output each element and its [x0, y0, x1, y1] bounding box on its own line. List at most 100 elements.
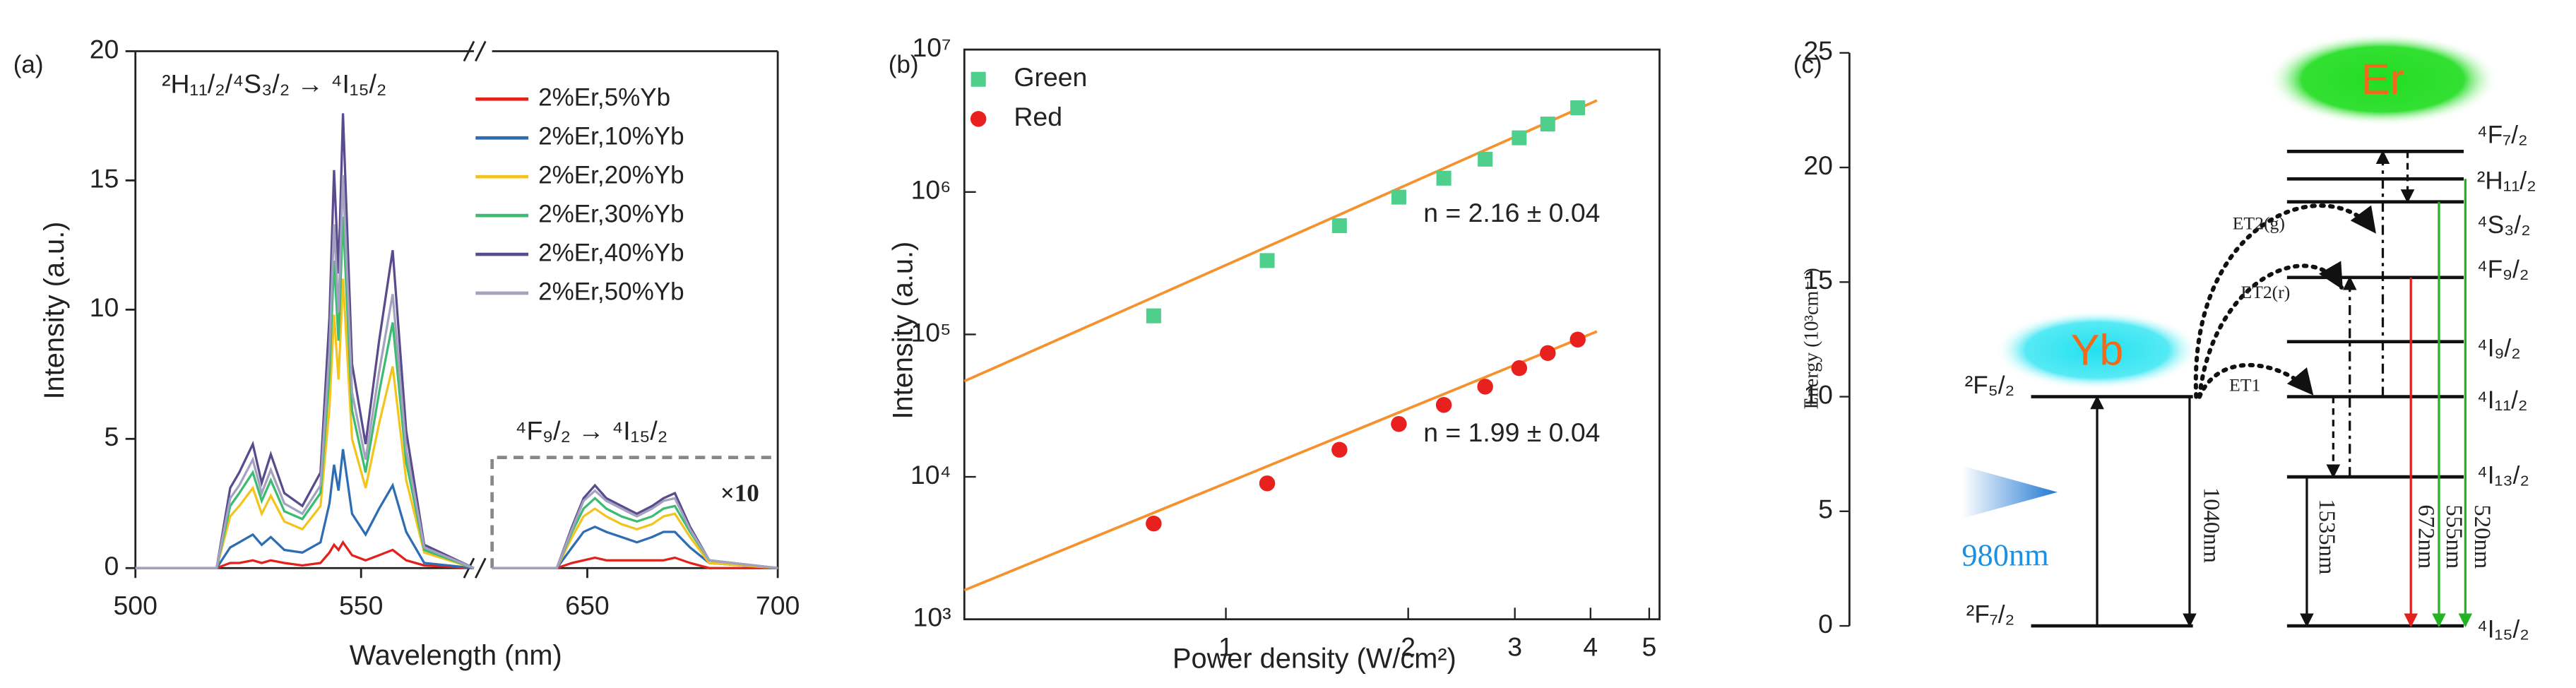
fit-annotation: n = 1.99 ± 0.04: [1423, 417, 1600, 447]
spectrum-line: [135, 278, 778, 569]
x-axis-label: Power density (W/cm²): [1173, 643, 1456, 675]
level-label: ²F₅/₂: [1965, 372, 2015, 399]
y-tick-label: 20: [90, 34, 119, 64]
panel-label: (a): [13, 51, 44, 78]
transition-label: 672nm: [2413, 504, 2438, 569]
data-point: [1435, 396, 1452, 413]
data-point: [1259, 253, 1275, 268]
ion-label: Er: [2361, 55, 2404, 103]
y-tick-label: 5: [1818, 494, 1833, 524]
y-tick-label: 10⁷: [912, 32, 951, 62]
axis-break: [463, 40, 475, 62]
x-tick-label: 700: [756, 591, 800, 620]
y-tick-label: 5: [105, 422, 119, 451]
data-point: [1569, 331, 1586, 348]
y-axis-label: Intensity (a.u.): [888, 242, 919, 420]
transition-label: 1535nm: [2314, 499, 2339, 574]
level-label: ⁴F₉/₂: [2477, 256, 2529, 283]
data-point: [1391, 189, 1406, 205]
annotation: ⁴F₉/₂ → ⁴I₁₅/₂: [515, 415, 667, 445]
ion-label: Yb: [2071, 326, 2123, 374]
legend-marker: [970, 111, 987, 127]
annotation: ×10: [720, 479, 759, 506]
legend-label: 2%Er,20%Yb: [538, 161, 684, 189]
y-axis-label: Energy (10³cm⁻¹): [1800, 268, 1822, 409]
x-tick-label: 4: [1583, 632, 1598, 662]
level-label: ⁴I₁₁/₂: [2477, 386, 2528, 414]
x-tick-label: 550: [339, 591, 383, 620]
level-label: ⁴I₉/₂: [2477, 335, 2521, 362]
data-point: [1512, 130, 1527, 146]
spectrum-line: [135, 540, 778, 569]
data-point: [1331, 441, 1348, 458]
level-label: ⁴I₁₅/₂: [2477, 615, 2529, 643]
axis-break: [475, 557, 487, 579]
y-tick-label: 10⁶: [911, 175, 951, 205]
y-tick-label: 25: [1803, 36, 1833, 66]
level-label: ⁴I₁₃/₂: [2477, 461, 2529, 489]
data-point: [1540, 345, 1556, 362]
y-tick-label: 10: [1803, 379, 1833, 409]
fit-line: [963, 330, 1598, 592]
x-tick-label: 500: [114, 591, 158, 620]
y-tick-label: 10: [90, 292, 119, 322]
transition-label: 555nm: [2441, 504, 2467, 569]
energy-transfer: [2197, 261, 2344, 399]
level-label: ⁴F₇/₂: [2477, 121, 2528, 149]
data-point: [1146, 515, 1162, 532]
yb-glow: [1995, 310, 2200, 390]
transfer-label: ET2(g): [2233, 213, 2285, 233]
y-tick-label: 20: [1803, 150, 1833, 180]
data-point: [1478, 151, 1493, 167]
data-point: [1511, 360, 1528, 376]
transfer-label: ET1: [2229, 374, 2260, 395]
pump-beam: [1961, 465, 2058, 519]
legend-label: Green: [1014, 62, 1087, 92]
data-point: [1540, 117, 1555, 132]
transfer-label: ET2(r): [2240, 282, 2290, 302]
data-point: [1391, 416, 1407, 432]
legend-label: 2%Er,5%Yb: [538, 84, 670, 112]
transition-label: 1040nm: [2198, 487, 2224, 563]
data-point: [1436, 170, 1452, 186]
y-tick-label: 10⁴: [910, 460, 951, 490]
er-glow: [2267, 32, 2499, 126]
y-tick-label: 15: [1803, 265, 1833, 295]
data-point: [1146, 308, 1161, 324]
energy-transfer: [2197, 362, 2314, 399]
legend-label: Red: [1014, 102, 1062, 131]
y-axis-label: Intensity (a.u.): [39, 222, 70, 400]
spectrum-line: [135, 175, 778, 569]
data-point: [1570, 100, 1586, 116]
data-point: [1477, 379, 1493, 395]
pump-label: 980nm: [1961, 537, 2048, 572]
level-label: ²F₇/₂: [1966, 600, 2014, 628]
y-tick-label: 10⁵: [910, 317, 951, 347]
y-tick-label: 10³: [913, 603, 951, 632]
spectrum-line: [135, 216, 778, 569]
x-axis-label: Wavelength (nm): [350, 640, 562, 671]
energy-transfer: [2193, 203, 2377, 399]
x-tick-label: 2: [1401, 632, 1415, 662]
legend-label: 2%Er,10%Yb: [538, 123, 684, 150]
y-tick-label: 0: [105, 551, 119, 581]
y-tick-label: 0: [1818, 609, 1833, 639]
x-tick-label: 3: [1507, 632, 1522, 662]
y-tick-label: 15: [90, 163, 119, 193]
legend-marker: [971, 71, 986, 87]
transition-label: 520nm: [2469, 504, 2495, 569]
level-label: ²H₁₁/₂: [2477, 167, 2536, 194]
fit-line: [963, 99, 1598, 383]
panel-label: (b): [889, 51, 919, 78]
spectrum-line: [135, 449, 778, 569]
annotation: ²H₁₁/₂/⁴S₃/₂ → ⁴I₁₅/₂: [162, 69, 386, 98]
panel-label: (c): [1793, 51, 1822, 78]
axis-break: [475, 40, 487, 62]
level-label: ⁴S₃/₂: [2477, 211, 2531, 239]
data-point: [1331, 218, 1347, 234]
fit-annotation: n = 2.16 ± 0.04: [1423, 198, 1600, 227]
magnified-box: [490, 456, 778, 569]
data-point: [1259, 475, 1276, 492]
x-tick-label: 1: [1218, 632, 1233, 662]
